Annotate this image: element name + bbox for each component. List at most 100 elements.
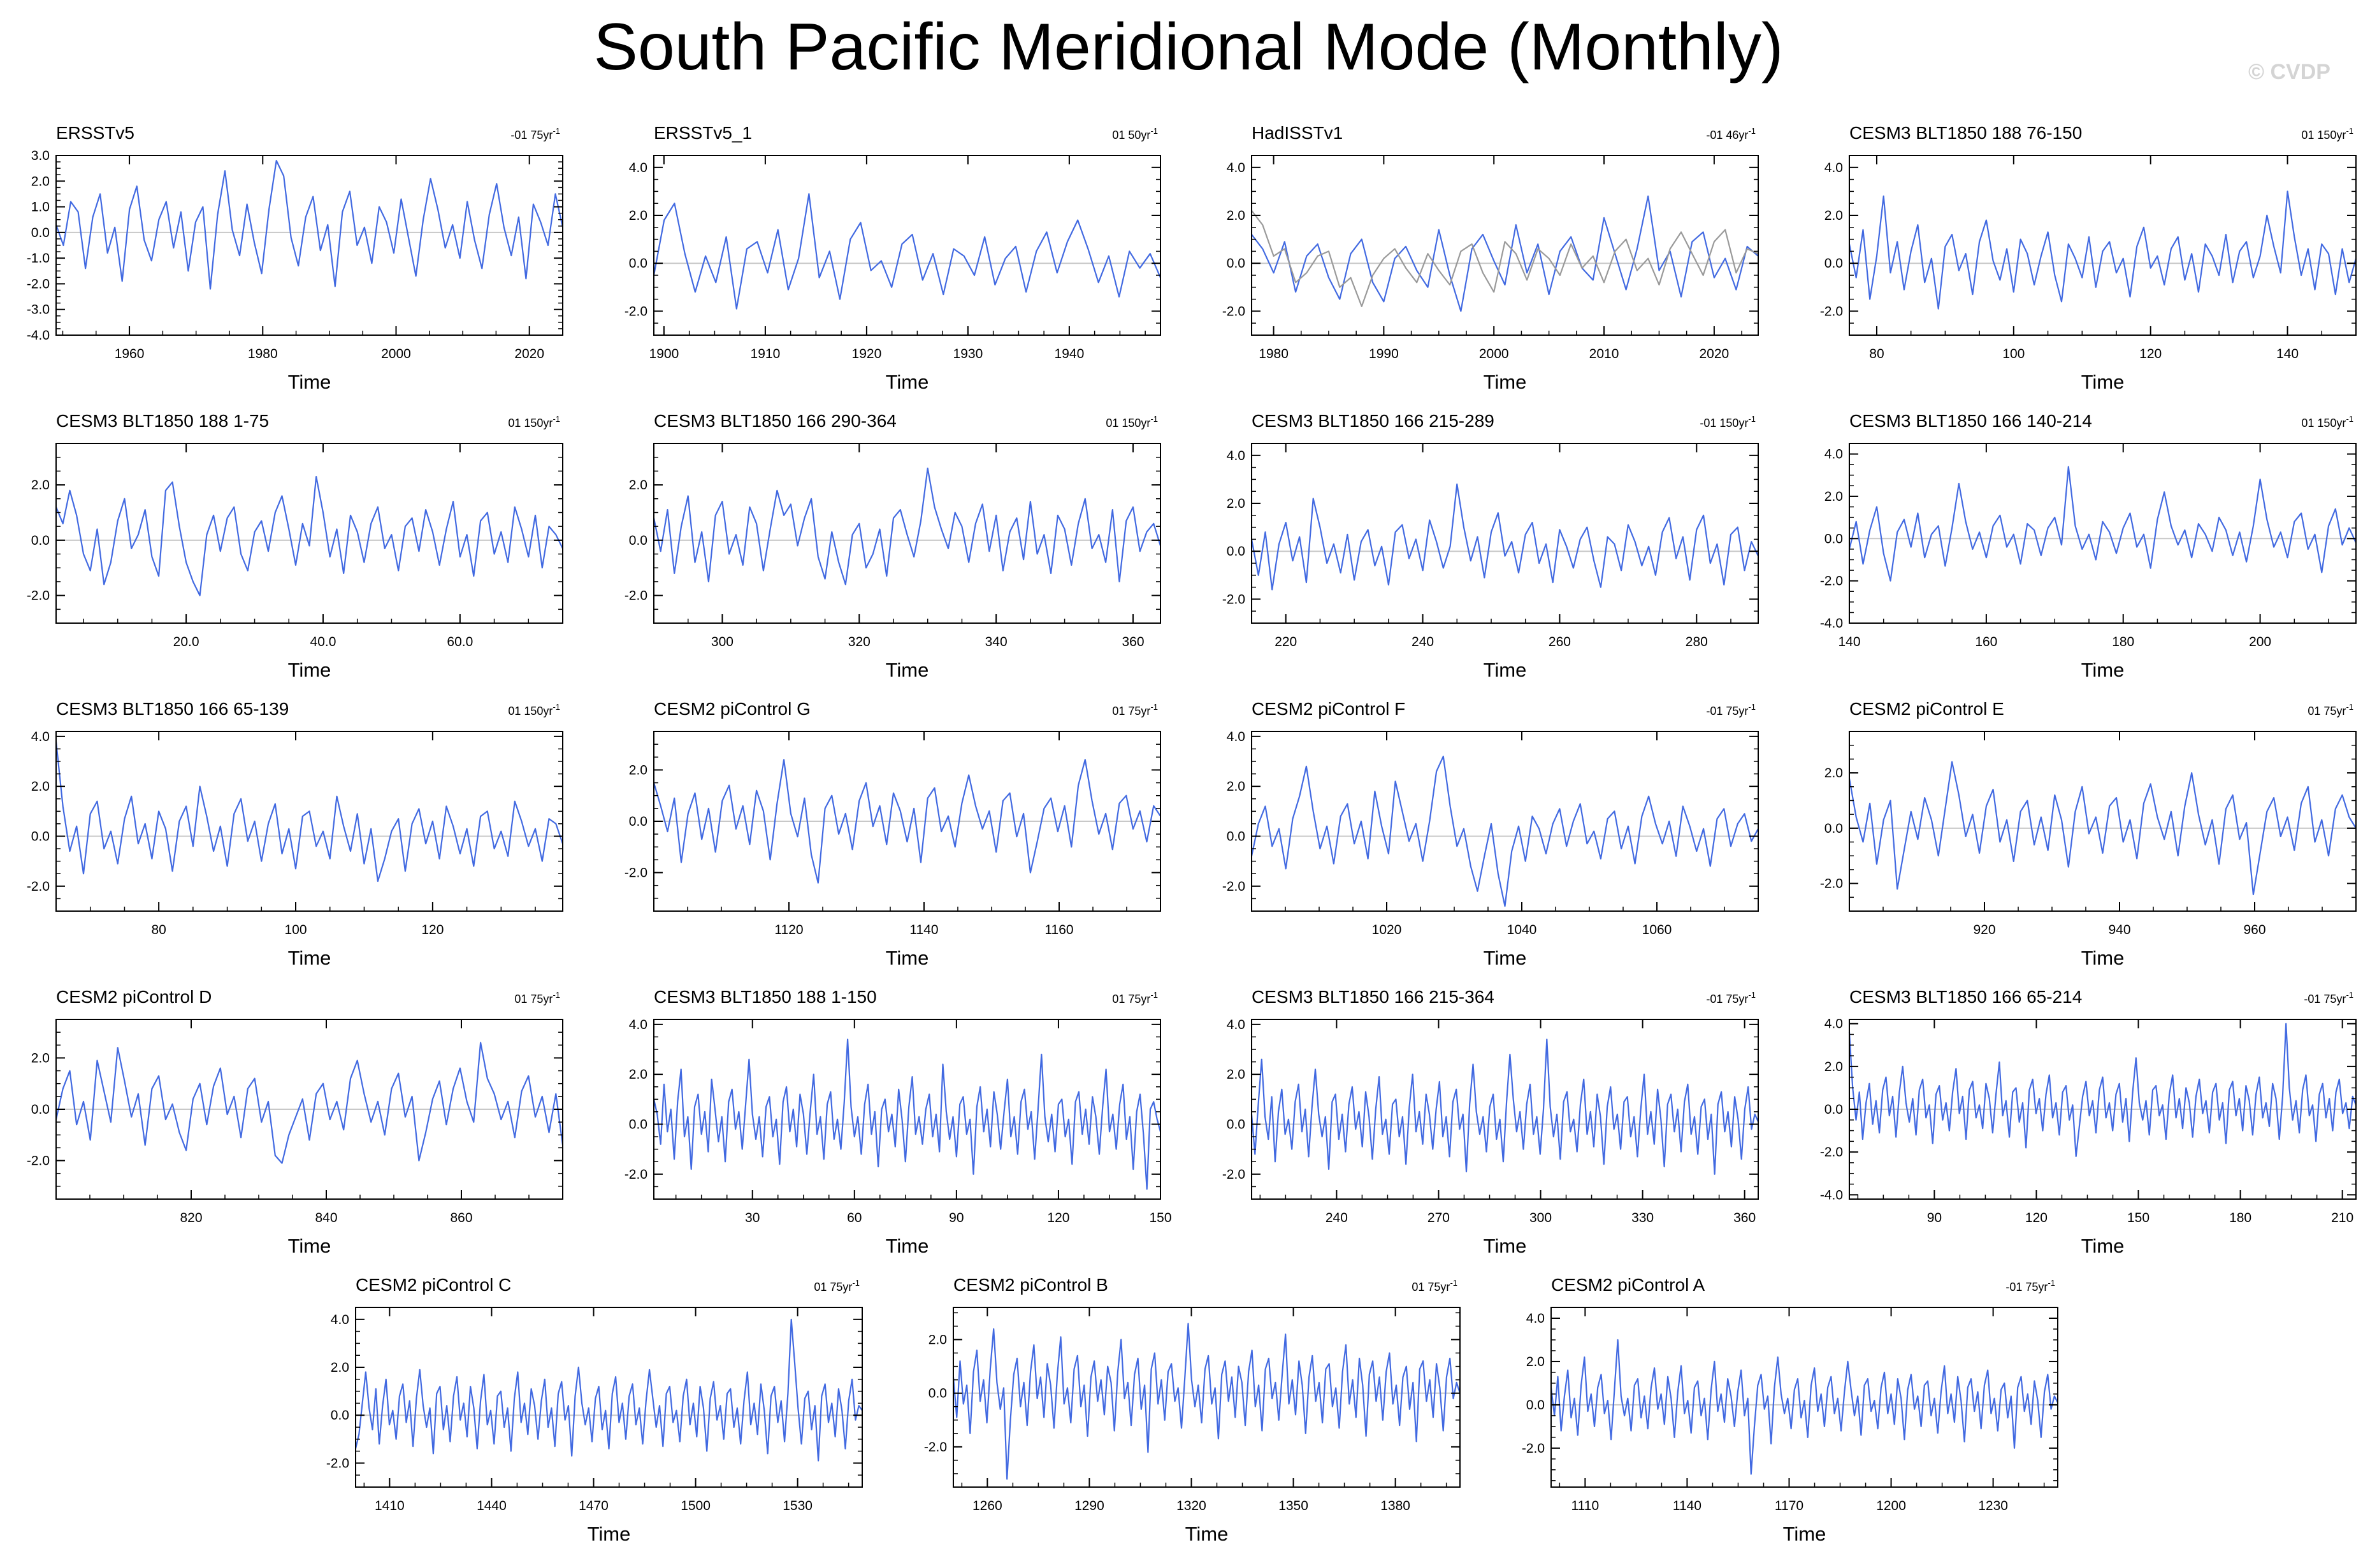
y-tick-label: 2.0 bbox=[1227, 496, 1245, 511]
series-line-1 bbox=[1848, 1023, 2357, 1158]
panel-trend: 01 150yr-1 bbox=[1106, 414, 1158, 429]
trend-exponent: -1 bbox=[553, 126, 560, 136]
panel-10: CESM2 piControl G 01 75yr-1 1120 1140 1160 -2… bbox=[625, 699, 1161, 969]
x-axis-label: Time bbox=[1185, 1523, 1229, 1545]
x-tick-label: 1110 bbox=[1571, 1499, 1600, 1513]
x-tick-label: 150 bbox=[2127, 1211, 2149, 1225]
x-tick-label: 280 bbox=[1686, 635, 1708, 649]
y-tick-label: 0.0 bbox=[1824, 531, 1843, 546]
y-tick-label: 2.0 bbox=[629, 208, 647, 223]
y-tick-label: 4.0 bbox=[629, 1018, 647, 1032]
y-tick-label: -2.0 bbox=[924, 1440, 947, 1455]
x-tick-label: 940 bbox=[2108, 923, 2130, 937]
trend-exponent: -1 bbox=[1748, 702, 1756, 712]
series-line-1 bbox=[1250, 483, 1759, 591]
y-tick-label: -2.0 bbox=[625, 866, 647, 881]
panel-trend: -01 75yr-1 bbox=[510, 126, 560, 141]
y-tick-label: 3.0 bbox=[31, 148, 50, 163]
panel-4: CESM3 BLT1850 188 76-150 01 150yr-1 80 100 1… bbox=[1820, 123, 2357, 393]
panel-trend: 01 75yr-1 bbox=[514, 990, 560, 1005]
panel-trend: 01 150yr-1 bbox=[2301, 126, 2353, 141]
series-line-1 bbox=[1550, 1339, 2058, 1475]
panel-trend: -01 75yr-1 bbox=[1706, 702, 1756, 717]
y-tick-label: 2.0 bbox=[629, 1067, 647, 1082]
series-line-1 bbox=[653, 467, 1162, 586]
x-tick-label: 200 bbox=[2249, 635, 2271, 649]
y-tick-label: 2.0 bbox=[1227, 1067, 1245, 1082]
x-tick-label: 150 bbox=[1149, 1211, 1171, 1225]
x-tick-label: 840 bbox=[315, 1211, 337, 1225]
x-tick-label: 1200 bbox=[1876, 1499, 1906, 1513]
y-tick-label: 1.0 bbox=[31, 200, 50, 215]
trend-exponent: -1 bbox=[852, 1278, 860, 1288]
trend-exponent: -1 bbox=[553, 990, 560, 1000]
x-tick-label: 2010 bbox=[1589, 347, 1619, 361]
series-line-1 bbox=[55, 1042, 564, 1164]
y-tick-label: -2.0 bbox=[1222, 1167, 1245, 1182]
panel-trend: 01 150yr-1 bbox=[508, 414, 560, 429]
x-axis-label: Time bbox=[288, 659, 331, 681]
series-line-1 bbox=[1251, 195, 1759, 312]
y-tick-label: 0.0 bbox=[629, 256, 647, 271]
y-tick-label: 4.0 bbox=[629, 161, 647, 175]
y-tick-label: 0.0 bbox=[31, 226, 50, 240]
x-tick-label: 1530 bbox=[783, 1499, 813, 1513]
plot-frame bbox=[55, 443, 563, 624]
panel-trend: -01 75yr-1 bbox=[2005, 1278, 2055, 1293]
x-tick-label: 920 bbox=[1973, 923, 1995, 937]
x-tick-label: 270 bbox=[1427, 1211, 1450, 1225]
x-axis-label: Time bbox=[886, 371, 929, 393]
panel-trend: 01 75yr-1 bbox=[2308, 702, 2353, 717]
y-tick-label: 4.0 bbox=[1227, 449, 1245, 463]
panel-11: CESM2 piControl F -01 75yr-1 1020 1040 1060 -… bbox=[1222, 699, 1759, 969]
y-tick-label: 2.0 bbox=[1824, 766, 1843, 780]
series-line-1 bbox=[1848, 761, 2357, 896]
y-tick-label: 4.0 bbox=[31, 730, 50, 744]
series-line-2 bbox=[1251, 210, 1759, 307]
plot-frame bbox=[653, 443, 1161, 624]
y-tick-label: 0.0 bbox=[1824, 821, 1843, 836]
plot-frame bbox=[1251, 443, 1759, 624]
x-tick-label: 330 bbox=[1631, 1211, 1654, 1225]
series-line-1 bbox=[55, 475, 563, 596]
y-tick-label: 0.0 bbox=[629, 814, 647, 829]
x-tick-label: 240 bbox=[1326, 1211, 1348, 1225]
x-tick-label: 90 bbox=[1927, 1211, 1942, 1225]
y-tick-label: -2.0 bbox=[1222, 592, 1245, 607]
x-tick-label: 60 bbox=[847, 1211, 862, 1225]
panel-15: CESM3 BLT1850 166 215-364 -01 75yr-1 240 27… bbox=[1222, 987, 1759, 1257]
y-tick-label: 4.0 bbox=[1526, 1311, 1545, 1326]
x-tick-label: 80 bbox=[1869, 347, 1884, 361]
x-tick-label: 1120 bbox=[774, 923, 803, 937]
y-tick-label: 2.0 bbox=[1227, 208, 1245, 223]
y-tick-label: -2.0 bbox=[625, 304, 647, 319]
panel-5: CESM3 BLT1850 188 1-75 01 150yr-1 20.0 40.0… bbox=[27, 411, 563, 681]
y-tick-label: 2.0 bbox=[31, 779, 50, 794]
y-tick-label: -2.0 bbox=[1222, 879, 1245, 894]
x-axis-label: Time bbox=[288, 1235, 331, 1257]
y-tick-label: -2.0 bbox=[625, 1167, 647, 1182]
plot-frame bbox=[653, 1019, 1161, 1200]
trend-exponent: -1 bbox=[1748, 990, 1756, 1000]
panel-trend: 01 50yr-1 bbox=[1112, 126, 1158, 141]
y-tick-label: 2.0 bbox=[1227, 779, 1245, 794]
series-line-1 bbox=[653, 193, 1162, 310]
y-tick-label: -2.0 bbox=[1222, 304, 1245, 319]
series-line-1 bbox=[55, 160, 564, 290]
trend-exponent: -1 bbox=[553, 702, 560, 712]
x-axis-label: Time bbox=[2081, 659, 2125, 681]
y-tick-label: 0.0 bbox=[629, 1118, 647, 1132]
x-tick-label: 210 bbox=[2331, 1211, 2353, 1225]
x-tick-label: 1320 bbox=[1176, 1499, 1206, 1513]
x-tick-label: 1980 bbox=[1259, 347, 1289, 361]
panel-title: CESM3 BLT1850 188 1-75 bbox=[56, 411, 269, 431]
series-line-1 bbox=[1250, 1039, 1759, 1175]
y-tick-label: -2.0 bbox=[27, 1154, 50, 1169]
y-tick-label: 2.0 bbox=[31, 174, 50, 189]
plot-frame bbox=[355, 1307, 863, 1488]
y-tick-label: 2.0 bbox=[31, 478, 50, 493]
y-tick-label: 0.0 bbox=[1227, 830, 1245, 844]
series-line-1 bbox=[55, 741, 564, 882]
x-tick-label: 40.0 bbox=[310, 635, 336, 649]
x-tick-label: 960 bbox=[2243, 923, 2265, 937]
